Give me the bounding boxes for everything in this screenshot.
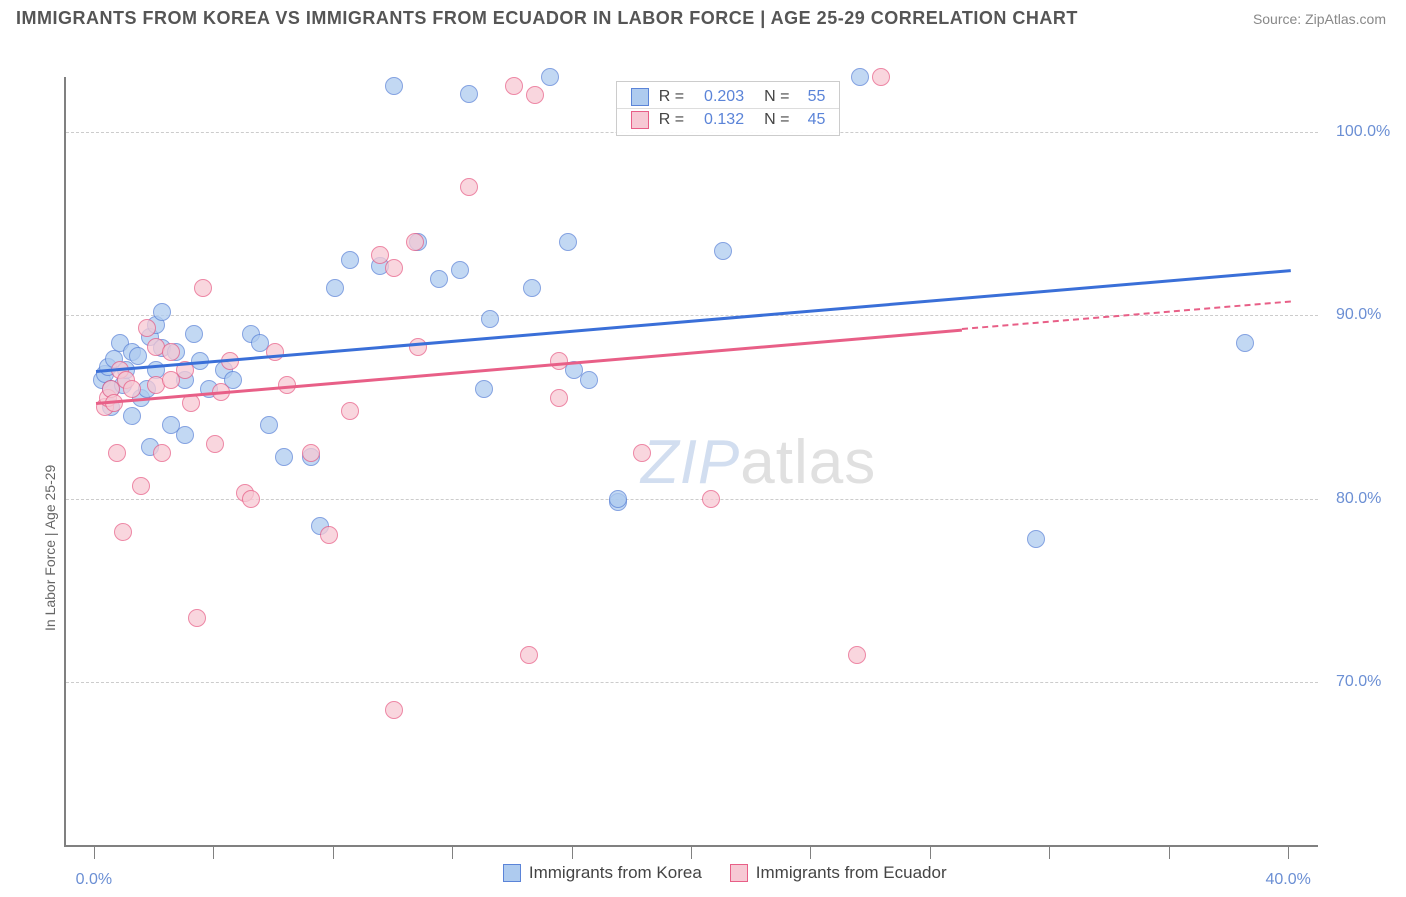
- scatter-point: [260, 416, 278, 434]
- legend-swatch: [631, 111, 649, 129]
- legend-item: Immigrants from Ecuador: [730, 863, 947, 883]
- x-tick-mark: [213, 847, 214, 859]
- corr-n-label: N =: [764, 111, 789, 129]
- y-tick-label: 90.0%: [1336, 306, 1381, 324]
- y-axis-label: In Labor Force | Age 25-29: [42, 465, 58, 631]
- scatter-point: [185, 325, 203, 343]
- corr-n-label: N =: [764, 88, 789, 106]
- watermark: ZIPatlas: [641, 427, 876, 498]
- legend-label: Immigrants from Korea: [529, 863, 702, 883]
- scatter-point: [475, 380, 493, 398]
- x-tick-mark: [691, 847, 692, 859]
- legend-label: Immigrants from Ecuador: [756, 863, 947, 883]
- scatter-point: [559, 233, 577, 251]
- x-tick-label-left: 0.0%: [76, 871, 112, 889]
- scatter-point: [194, 279, 212, 297]
- scatter-point: [505, 77, 523, 95]
- scatter-point: [162, 343, 180, 361]
- chart-title: IMMIGRANTS FROM KOREA VS IMMIGRANTS FROM…: [16, 8, 1078, 29]
- x-tick-mark: [810, 847, 811, 859]
- corr-r-value: 0.132: [694, 111, 744, 129]
- legend-swatch: [631, 88, 649, 106]
- legend: Immigrants from Korea Immigrants from Ecu…: [503, 863, 947, 883]
- corr-n-value: 55: [799, 88, 825, 106]
- scatter-point: [108, 444, 126, 462]
- y-tick-label: 100.0%: [1336, 123, 1390, 141]
- scatter-point: [138, 319, 156, 337]
- scatter-point: [460, 178, 478, 196]
- scatter-point: [242, 490, 260, 508]
- correlation-box: R = 0.203 N = 55 R = 0.132 N = 45: [616, 81, 841, 136]
- scatter-point: [123, 407, 141, 425]
- scatter-point: [302, 444, 320, 462]
- correlation-row: R = 0.203 N = 55: [617, 86, 840, 108]
- legend-swatch: [503, 864, 521, 882]
- scatter-point: [430, 270, 448, 288]
- x-tick-mark: [94, 847, 95, 859]
- scatter-point: [385, 701, 403, 719]
- x-tick-mark: [930, 847, 931, 859]
- scatter-point: [385, 77, 403, 95]
- trend-line: [96, 269, 1290, 372]
- scatter-point: [550, 352, 568, 370]
- x-tick-label-right: 40.0%: [1265, 871, 1310, 889]
- scatter-point: [266, 343, 284, 361]
- y-tick-label: 80.0%: [1336, 490, 1381, 508]
- scatter-point: [848, 646, 866, 664]
- scatter-point: [275, 448, 293, 466]
- chart-source: Source: ZipAtlas.com: [1253, 11, 1386, 27]
- scatter-point: [526, 86, 544, 104]
- scatter-point: [609, 490, 627, 508]
- correlation-row: R = 0.132 N = 45: [617, 108, 840, 131]
- scatter-point: [714, 242, 732, 260]
- corr-r-label: R =: [659, 111, 684, 129]
- corr-r-label: R =: [659, 88, 684, 106]
- scatter-point: [580, 371, 598, 389]
- scatter-point: [153, 303, 171, 321]
- scatter-point: [851, 68, 869, 86]
- scatter-point: [550, 389, 568, 407]
- scatter-point: [541, 68, 559, 86]
- scatter-point: [520, 646, 538, 664]
- scatter-point: [129, 347, 147, 365]
- x-tick-mark: [333, 847, 334, 859]
- corr-r-value: 0.203: [694, 88, 744, 106]
- scatter-point: [406, 233, 424, 251]
- scatter-point: [114, 523, 132, 541]
- chart-container: 70.0% 80.0% 90.0% 100.0% 0.0% 40.0% In Labor F…: [16, 33, 1406, 897]
- scatter-point: [341, 251, 359, 269]
- legend-item: Immigrants from Korea: [503, 863, 702, 883]
- scatter-point: [481, 310, 499, 328]
- y-tick-label: 70.0%: [1336, 673, 1381, 691]
- scatter-point: [320, 526, 338, 544]
- scatter-point: [451, 261, 469, 279]
- corr-n-value: 45: [799, 111, 825, 129]
- x-tick-mark: [1049, 847, 1050, 859]
- scatter-point: [153, 444, 171, 462]
- x-tick-mark: [1169, 847, 1170, 859]
- x-tick-mark: [1288, 847, 1289, 859]
- scatter-point: [1236, 334, 1254, 352]
- scatter-point: [341, 402, 359, 420]
- x-tick-mark: [452, 847, 453, 859]
- legend-swatch: [730, 864, 748, 882]
- x-tick-mark: [572, 847, 573, 859]
- scatter-point: [123, 380, 141, 398]
- scatter-point: [188, 609, 206, 627]
- scatter-point: [182, 394, 200, 412]
- scatter-point: [460, 85, 478, 103]
- scatter-point: [176, 426, 194, 444]
- scatter-point: [326, 279, 344, 297]
- scatter-point: [206, 435, 224, 453]
- scatter-point: [409, 338, 427, 356]
- scatter-point: [872, 68, 890, 86]
- scatter-point: [1027, 530, 1045, 548]
- scatter-point: [523, 279, 541, 297]
- scatter-point: [371, 246, 389, 264]
- scatter-point: [385, 259, 403, 277]
- scatter-point: [132, 477, 150, 495]
- gridline-h: [66, 682, 1318, 683]
